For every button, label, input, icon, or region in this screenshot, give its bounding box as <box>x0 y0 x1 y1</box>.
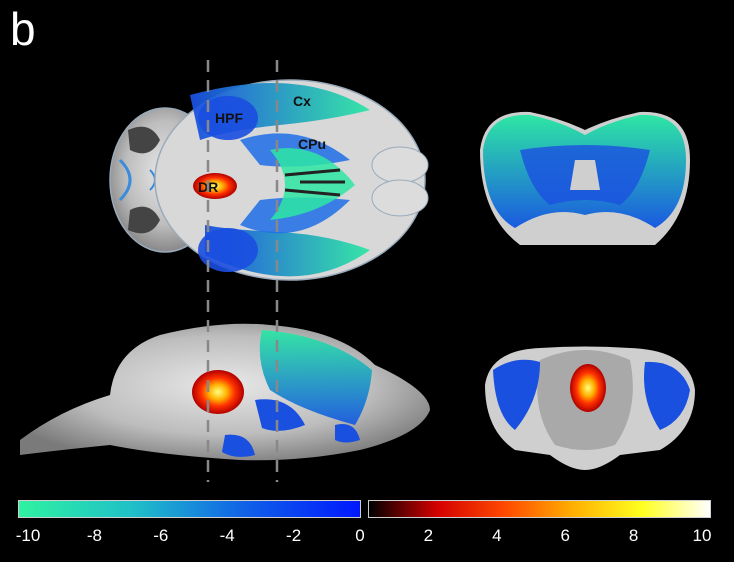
tick-label: -2 <box>286 526 302 545</box>
label-cpu: CPu <box>298 136 326 152</box>
tick-label: 8 <box>628 526 639 545</box>
colorbar-negative <box>18 500 361 518</box>
tick-label: 10 <box>692 526 712 545</box>
panel-letter: b <box>10 3 36 55</box>
label-cx: Cx <box>293 93 311 109</box>
coronal-view-posterior <box>485 346 695 470</box>
tick-label: 4 <box>492 526 502 545</box>
tick-label: -6 <box>153 526 169 545</box>
tick-label: 6 <box>560 526 570 545</box>
tick-label: -4 <box>219 526 235 545</box>
label-hpf: HPF <box>215 110 243 126</box>
sagittal-view <box>20 323 430 461</box>
tick-label: 2 <box>423 526 434 545</box>
coronal-view-anterior <box>480 111 690 246</box>
colorbar-positive <box>368 500 711 518</box>
axial-view: HPF Cx CPu DR <box>109 79 429 281</box>
brain-views: HPF Cx CPu DR <box>20 60 695 482</box>
tick-label: -8 <box>86 526 102 545</box>
tick-label: 0 <box>355 526 365 545</box>
tick-label: -10 <box>15 526 41 545</box>
